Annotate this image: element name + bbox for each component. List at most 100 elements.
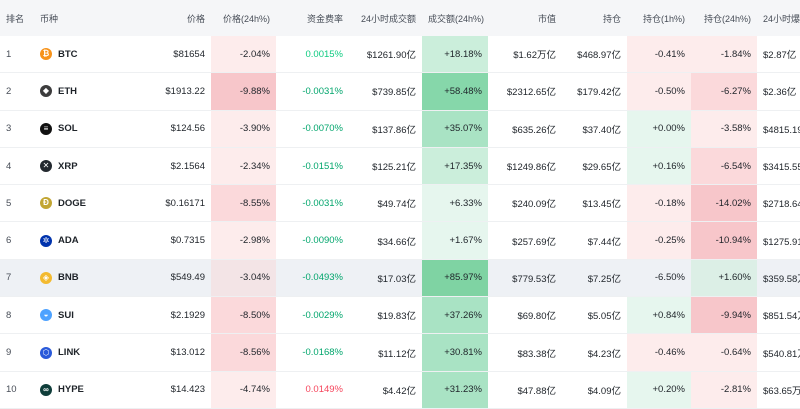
header-open-interest[interactable]: 持仓 — [562, 0, 627, 36]
coin-link[interactable]: ⬡ LINK — [40, 346, 112, 359]
dogecoin-icon: Ð — [40, 197, 52, 210]
funding-rate-cell: -0.0168% — [276, 333, 349, 372]
header-market-cap[interactable]: 市值 — [488, 0, 562, 36]
bnb-icon: ◈ — [40, 271, 52, 284]
table-row[interactable]: 6 ✲ ADA $0.7315 -2.98% -0.0090% $34.66亿 +1.67% $… — [0, 221, 800, 260]
open-interest-cell: $179.42亿 — [562, 72, 627, 111]
funding-rate-cell: -0.0029% — [276, 296, 349, 335]
chainlink-icon: ⬡ — [40, 346, 52, 359]
volume-cell: $34.66亿 — [349, 221, 422, 260]
table-row[interactable]: 8 ◒ SUI $2.1929 -8.50% -0.0029% $19.83亿 +37.26%… — [0, 296, 800, 335]
header-coin[interactable]: 币种 — [34, 0, 118, 36]
rank-cell: 2 — [0, 72, 34, 111]
coin-link[interactable]: ◈ BNB — [40, 271, 112, 284]
volume-cell: $4.42亿 — [349, 371, 422, 409]
open-interest-cell: $37.40亿 — [562, 110, 627, 148]
header-rank[interactable]: 排名 — [0, 0, 34, 36]
liquidation-cell: $4815.19万 — [757, 110, 800, 148]
rank-cell: 7 — [0, 259, 34, 298]
price-change-cell: -8.55% — [211, 184, 276, 223]
market-cap-cell: $779.53亿 — [488, 259, 562, 298]
price-cell: $0.7315 — [118, 221, 211, 260]
open-interest-cell: $29.65亿 — [562, 147, 627, 186]
coin-cell: ⬡ LINK — [34, 333, 118, 372]
coin-symbol: BNB — [58, 272, 79, 284]
table-row[interactable]: 2 ◆ ETH $1913.22 -9.88% -0.0031% $739.85亿 +58.4… — [0, 72, 800, 111]
liquidation-cell: $359.58万 — [757, 259, 800, 298]
oi-24h-cell: -6.54% — [691, 147, 757, 186]
table-row[interactable]: 3 ≡ SOL $124.56 -3.90% -0.0070% $137.86亿 +35.07… — [0, 110, 800, 148]
header-volume-change[interactable]: 成交额(24h%) — [422, 0, 488, 36]
price-change-cell: -2.98% — [211, 221, 276, 260]
coin-symbol: BTC — [58, 48, 78, 60]
liquidation-cell: $2.87亿 — [757, 36, 800, 74]
volume-cell: $137.86亿 — [349, 110, 422, 148]
market-cap-cell: $2312.65亿 — [488, 72, 562, 111]
oi-1h-cell: -6.50% — [627, 259, 691, 298]
rank-cell: 8 — [0, 296, 34, 335]
price-cell: $2.1564 — [118, 147, 211, 186]
oi-24h-cell: -14.02% — [691, 184, 757, 223]
table-row[interactable]: 9 ⬡ LINK $13.012 -8.56% -0.0168% $11.12亿 +30.81… — [0, 333, 800, 372]
coin-cell: ≡ SOL — [34, 110, 118, 148]
table-row[interactable]: 1 ₿ BTC $81654 -2.04% 0.0015% $1261.90亿 +18.18%… — [0, 36, 800, 74]
liquidation-cell: $851.54万 — [757, 296, 800, 335]
header-oi-1h[interactable]: 持仓(1h%) — [627, 0, 691, 36]
coin-link[interactable]: Ð DOGE — [40, 197, 112, 210]
coin-link[interactable]: ∞ HYPE — [40, 383, 112, 396]
volume-cell: $1261.90亿 — [349, 36, 422, 74]
coin-cell: ◆ ETH — [34, 72, 118, 111]
coin-link[interactable]: ✲ ADA — [40, 234, 112, 247]
volume-change-cell: +17.35% — [422, 147, 488, 186]
funding-rate-cell: -0.0151% — [276, 147, 349, 186]
funding-rate-cell: -0.0090% — [276, 221, 349, 260]
coin-link[interactable]: ₿ BTC — [40, 48, 112, 61]
funding-rate-cell: -0.0070% — [276, 110, 349, 148]
funding-rate-cell: -0.0031% — [276, 72, 349, 111]
rank-cell: 9 — [0, 333, 34, 372]
coin-link[interactable]: ◆ ETH — [40, 85, 112, 98]
rank-cell: 10 — [0, 371, 34, 409]
rank-cell: 5 — [0, 184, 34, 223]
coin-link[interactable]: ✕ XRP — [40, 160, 112, 173]
oi-1h-cell: -0.18% — [627, 184, 691, 223]
table-row[interactable]: 4 ✕ XRP $2.1564 -2.34% -0.0151% $125.21亿 +17.35… — [0, 147, 800, 186]
hyperliquid-icon: ∞ — [40, 383, 52, 396]
coin-link[interactable]: ◒ SUI — [40, 309, 112, 322]
table-row[interactable]: 5 Ð DOGE $0.16171 -8.55% -0.0031% $49.74亿 +6.33… — [0, 184, 800, 223]
price-cell: $1913.22 — [118, 72, 211, 111]
coin-cell: ◈ BNB — [34, 259, 118, 298]
price-cell: $549.49 — [118, 259, 211, 298]
header-price[interactable]: 价格 — [118, 0, 211, 36]
header-volume[interactable]: 24小时成交额 — [349, 0, 422, 36]
header-oi-24h[interactable]: 持仓(24h%) — [691, 0, 757, 36]
volume-change-cell: +37.26% — [422, 296, 488, 335]
coin-symbol: SUI — [58, 309, 74, 321]
header-liquidation[interactable]: 24小时爆仓 — [757, 0, 800, 36]
oi-1h-cell: -0.50% — [627, 72, 691, 111]
volume-change-cell: +85.97% — [422, 259, 488, 298]
table-row[interactable]: 7 ◈ BNB $549.49 -3.04% -0.0493% $17.03亿 +85.97%… — [0, 259, 800, 298]
oi-24h-cell: -10.94% — [691, 221, 757, 260]
volume-cell: $49.74亿 — [349, 184, 422, 223]
coin-symbol: ADA — [58, 235, 79, 247]
coin-symbol: DOGE — [58, 197, 86, 209]
oi-24h-cell: -1.84% — [691, 36, 757, 74]
xrp-icon: ✕ — [40, 160, 52, 173]
header-funding-rate[interactable]: 资金费率 — [276, 0, 349, 36]
oi-1h-cell: +0.00% — [627, 110, 691, 148]
oi-24h-cell: +1.60% — [691, 259, 757, 298]
oi-24h-cell: -9.94% — [691, 296, 757, 335]
price-cell: $2.1929 — [118, 296, 211, 335]
header-price-change[interactable]: 价格(24h%) — [211, 0, 276, 36]
open-interest-cell: $4.09亿 — [562, 371, 627, 409]
coin-link[interactable]: ≡ SOL — [40, 122, 112, 135]
oi-24h-cell: -0.64% — [691, 333, 757, 372]
table-header: 排名 币种 价格 价格(24h%) 资金费率 24小时成交额 成交额(24h%)… — [0, 0, 800, 36]
liquidation-cell: $63.65万 — [757, 371, 800, 409]
table-row[interactable]: 10 ∞ HYPE $14.423 -4.74% 0.0149% $4.42亿 +31.23%… — [0, 371, 800, 409]
market-cap-cell: $240.09亿 — [488, 184, 562, 223]
price-change-cell: -2.04% — [211, 36, 276, 74]
market-cap-cell: $1249.86亿 — [488, 147, 562, 186]
